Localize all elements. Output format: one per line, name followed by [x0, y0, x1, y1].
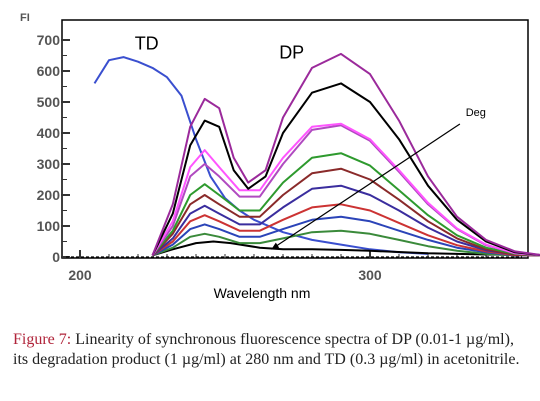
annotation-deg: Deg: [466, 107, 486, 119]
y-tick-label: 200: [37, 187, 61, 203]
series-label-td: TD: [135, 33, 159, 53]
y-tick-label: 0: [52, 249, 60, 265]
y-tick-label: 100: [37, 218, 61, 234]
deg-arrow-line: [271, 123, 461, 250]
series-line-10: [151, 122, 540, 257]
series-line-6: [151, 184, 540, 257]
y-tick-label: 400: [37, 125, 61, 141]
deg-arrow-head: [271, 242, 280, 250]
fluorescence-spectra-chart: 0 100 200 300 400 500 600 700 200 300 FI Wavelength…: [20, 12, 540, 301]
series-line-11: [151, 82, 540, 256]
figure-caption: Figure 7: Linearity of synchronous fluor…: [13, 330, 533, 370]
series-line-5: [151, 203, 540, 257]
series-line-1: [93, 56, 429, 255]
series-label-dp: DP: [279, 43, 304, 63]
y-tick-label: 600: [37, 63, 61, 79]
y-tick-label: 700: [37, 32, 61, 48]
plot-frame: [61, 19, 529, 259]
series-line-3: [152, 229, 540, 257]
series-line-4: [152, 215, 540, 257]
series-line-12: [151, 52, 540, 256]
caption-label: Figure 7:: [13, 331, 72, 348]
series-line-8: [151, 152, 540, 257]
x-axis-title: Wavelength nm: [214, 285, 311, 301]
y-tick-label: 300: [37, 156, 61, 172]
series-line-7: [151, 167, 540, 257]
caption-text: Linearity of synchronous fluorescence sp…: [13, 331, 520, 368]
x-tick-label: 200: [68, 267, 92, 283]
y-axis-label: FI: [20, 12, 30, 24]
y-tick-label: 500: [37, 94, 61, 110]
x-tick-label: 300: [358, 267, 382, 283]
